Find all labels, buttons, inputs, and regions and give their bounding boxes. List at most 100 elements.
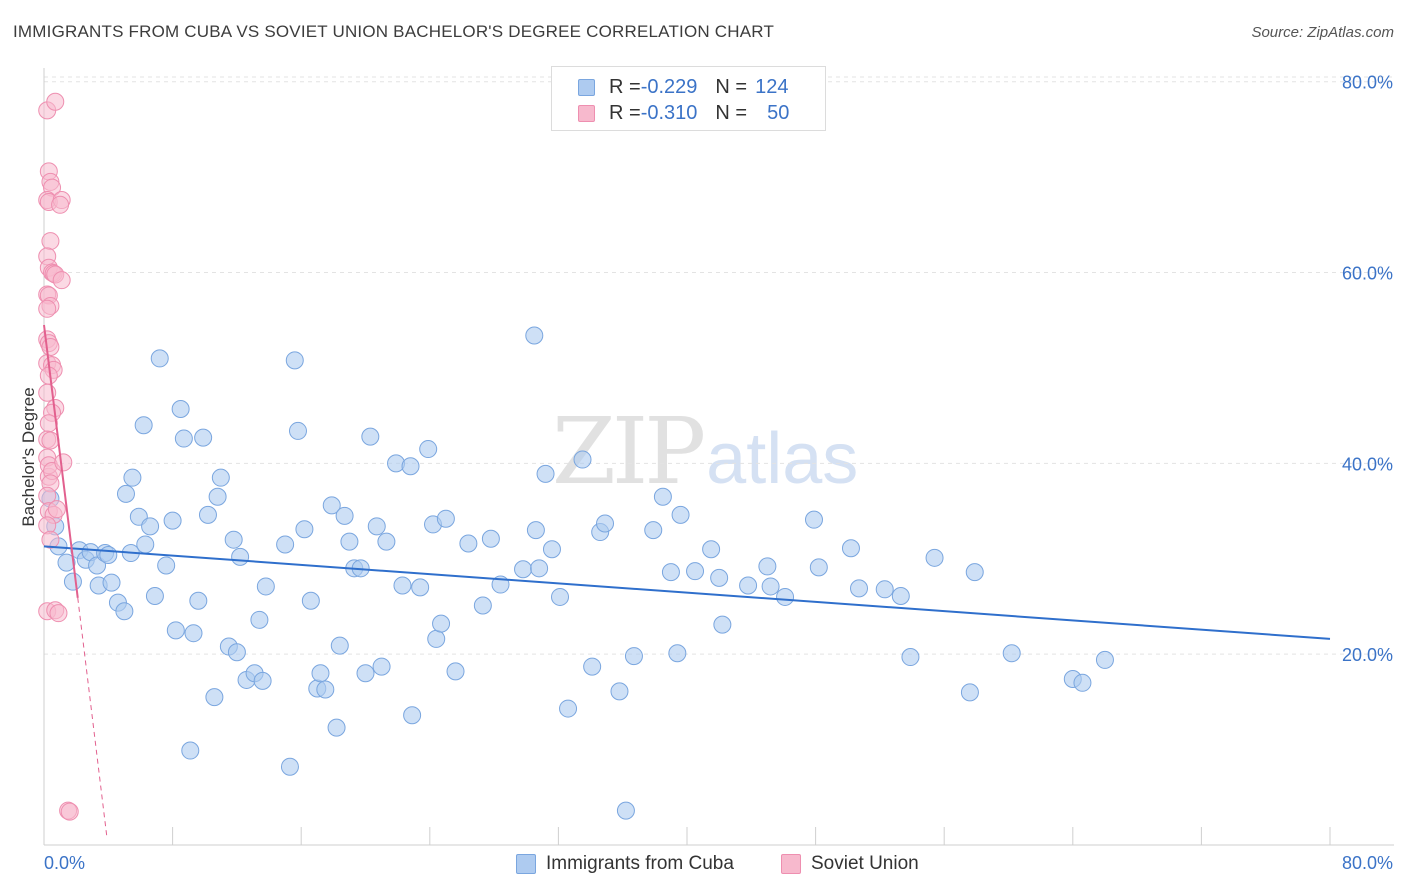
cuba-point — [280, 757, 299, 776]
cuba-point — [761, 577, 780, 596]
cuba-point — [171, 399, 190, 418]
soviet-point — [52, 271, 71, 290]
soviet-trendline-extension — [77, 597, 108, 836]
cuba-point — [1073, 673, 1092, 692]
cuba-point — [624, 647, 643, 666]
cuba-point — [610, 682, 629, 701]
cuba-point — [536, 464, 555, 483]
cuba-point — [841, 539, 860, 558]
y-tick-label: 60.0% — [1342, 264, 1393, 284]
cuba-point — [285, 351, 304, 370]
cuba-point — [322, 496, 341, 515]
cuba-point — [123, 468, 142, 487]
cuba-point — [596, 514, 615, 533]
cuba-point — [776, 587, 795, 606]
legend-item-cuba[interactable]: Immigrants from Cuba — [516, 852, 734, 876]
cuba-point — [525, 326, 544, 345]
cuba-point — [411, 578, 430, 597]
cuba-point — [136, 535, 155, 554]
cuba-point — [559, 699, 578, 718]
cuba-point — [702, 540, 721, 559]
cuba-point — [57, 553, 76, 572]
y-tick-label: 40.0% — [1342, 454, 1393, 474]
cuba-swatch — [578, 78, 595, 96]
cuba-point — [141, 517, 160, 536]
cuba-point — [542, 540, 561, 559]
cuba-point — [616, 801, 635, 820]
cuba-point — [194, 428, 213, 447]
cuba-point — [875, 580, 894, 599]
soviet-point — [54, 453, 73, 472]
soviet-r-value: -0.310 — [640, 101, 698, 124]
cuba-point — [330, 636, 349, 655]
cuba-point — [224, 530, 243, 549]
cuba-point — [925, 548, 944, 567]
legend-item-soviet[interactable]: Soviet Union — [781, 852, 919, 876]
cuba-point — [145, 586, 164, 605]
cuba-point — [340, 532, 359, 551]
soviet-point — [41, 530, 60, 549]
chart-source: Source: ZipAtlas.com — [1251, 24, 1394, 41]
cuba-point — [205, 688, 224, 707]
cuba-point — [295, 520, 314, 539]
soviet-n-label: N = — [715, 101, 748, 124]
y-tick-label: 20.0% — [1342, 645, 1393, 665]
cuba-point — [227, 643, 246, 662]
cuba-point — [668, 644, 687, 663]
cuba-point — [208, 487, 227, 506]
cuba-point — [965, 563, 984, 582]
legend-cuba-swatch — [516, 854, 536, 874]
y-tick-label: 80.0% — [1342, 73, 1393, 93]
cuba-point — [184, 624, 203, 643]
cuba-point — [671, 505, 690, 524]
cuba-point — [436, 509, 455, 528]
cuba-point — [644, 521, 663, 540]
cuba-point — [481, 529, 500, 548]
cuba-point — [393, 576, 412, 595]
chart-title: IMMIGRANTS FROM CUBA VS SOVIET UNION BAC… — [13, 22, 775, 41]
stats-legend-row-cuba: R = -0.229 N = 124 — [578, 74, 788, 100]
cuba-n-label: N = — [715, 75, 748, 98]
cuba-point — [530, 559, 549, 578]
cuba-point — [134, 416, 153, 435]
cuba-point — [361, 427, 380, 446]
cuba-point — [758, 557, 777, 576]
cuba-point — [661, 563, 680, 582]
cuba-point — [653, 487, 672, 506]
cuba-point — [327, 718, 346, 737]
cuba-point — [316, 680, 335, 699]
cuba-point — [231, 547, 250, 566]
cuba-point — [276, 535, 295, 554]
y-axis-label: Bachelor's Degree — [19, 387, 38, 526]
cuba-point — [427, 629, 446, 648]
cuba-point — [473, 596, 492, 615]
cuba-point — [335, 506, 354, 525]
soviet-swatch — [578, 104, 595, 122]
cuba-point — [174, 429, 193, 448]
cuba-point — [253, 671, 272, 690]
soviet-point — [60, 802, 79, 821]
cuba-point — [301, 591, 320, 610]
cuba-point — [250, 610, 269, 629]
legend-soviet-swatch — [781, 854, 801, 874]
cuba-n-value: 124 — [755, 75, 789, 98]
cuba-point — [686, 562, 705, 581]
cuba-r-value: -0.229 — [640, 75, 698, 98]
cuba-point — [256, 577, 275, 596]
soviet-trendline — [43, 324, 79, 599]
cuba-point — [311, 664, 330, 683]
cuba-point — [189, 591, 208, 610]
cuba-point — [419, 440, 438, 459]
stats-legend-row-soviet: R = -0.310 N = 50 — [578, 100, 789, 126]
soviet-n-value: 50 — [767, 101, 790, 124]
soviet-point — [41, 431, 60, 450]
soviet-point — [49, 604, 68, 623]
x-tick-label: 0.0% — [44, 853, 85, 873]
stats-legend: R = -0.229 N = 124 R = -0.310 N = 50 — [551, 66, 826, 131]
legend-soviet-label: Soviet Union — [811, 853, 919, 874]
cuba-point — [583, 657, 602, 676]
cuba-point — [163, 511, 182, 530]
soviet-point — [47, 500, 66, 519]
legend-cuba-label: Immigrants from Cuba — [546, 853, 734, 874]
